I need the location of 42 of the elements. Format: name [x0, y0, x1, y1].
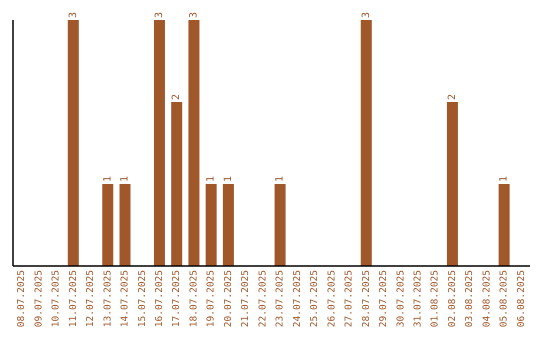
x-tick-label: 20.07.2025 [222, 270, 234, 328]
x-tick-label: 03.08.2025 [464, 270, 476, 328]
x-tick-label: 27.07.2025 [344, 270, 355, 328]
x-tick-label: 15.07.2025 [136, 270, 148, 328]
x-tick-label: 31.07.2025 [412, 270, 424, 328]
data-label: 3 [360, 12, 372, 18]
data-label: 1 [206, 176, 217, 182]
x-tick-label: 18.07.2025 [188, 270, 200, 328]
x-tick-label: 23.07.2025 [274, 270, 286, 328]
x-tick-label: 26.07.2025 [326, 270, 338, 328]
x-tick-label: 06.08.2025 [516, 270, 527, 328]
data-label: 3 [68, 12, 79, 18]
x-tick-label: 16.07.2025 [154, 270, 165, 328]
x-tick-label: 28.07.2025 [360, 270, 372, 328]
data-label: 3 [188, 12, 200, 18]
x-tick-label: 22.07.2025 [257, 270, 268, 328]
x-tick-label: 01.08.2025 [430, 270, 441, 328]
x-tick-label: 02.08.2025 [446, 270, 458, 328]
x-tick-label: 11.07.2025 [68, 270, 79, 328]
x-tick-label: 30.07.2025 [395, 270, 406, 328]
x-tick-label: 19.07.2025 [206, 270, 217, 328]
x-tick-label: 08.07.2025 [16, 270, 28, 328]
x-tick-label: 14.07.2025 [120, 270, 131, 328]
data-label: 1 [498, 176, 510, 182]
data-label: 1 [222, 176, 234, 182]
x-tick-label: 17.07.2025 [171, 270, 182, 328]
x-tick-label: 05.08.2025 [498, 270, 510, 328]
data-label: 2 [446, 94, 458, 100]
x-tick-label: 12.07.2025 [85, 270, 96, 328]
x-tick-label: 29.07.2025 [378, 270, 390, 328]
x-tick-label: 13.07.2025 [102, 270, 114, 328]
x-tick-label: 10.07.2025 [50, 270, 62, 328]
x-tick-label: 04.08.2025 [481, 270, 492, 328]
data-label: 1 [102, 176, 114, 182]
data-label: 1 [274, 176, 286, 182]
data-label: 2 [171, 94, 182, 100]
x-tick-label: 25.07.2025 [309, 270, 320, 328]
x-tick-label: 21.07.2025 [240, 270, 252, 328]
data-label: 3 [154, 12, 165, 18]
data-label: 1 [120, 176, 130, 182]
x-tick-label: 09.07.2025 [33, 270, 44, 328]
x-tick-label: 24.07.2025 [292, 270, 303, 328]
